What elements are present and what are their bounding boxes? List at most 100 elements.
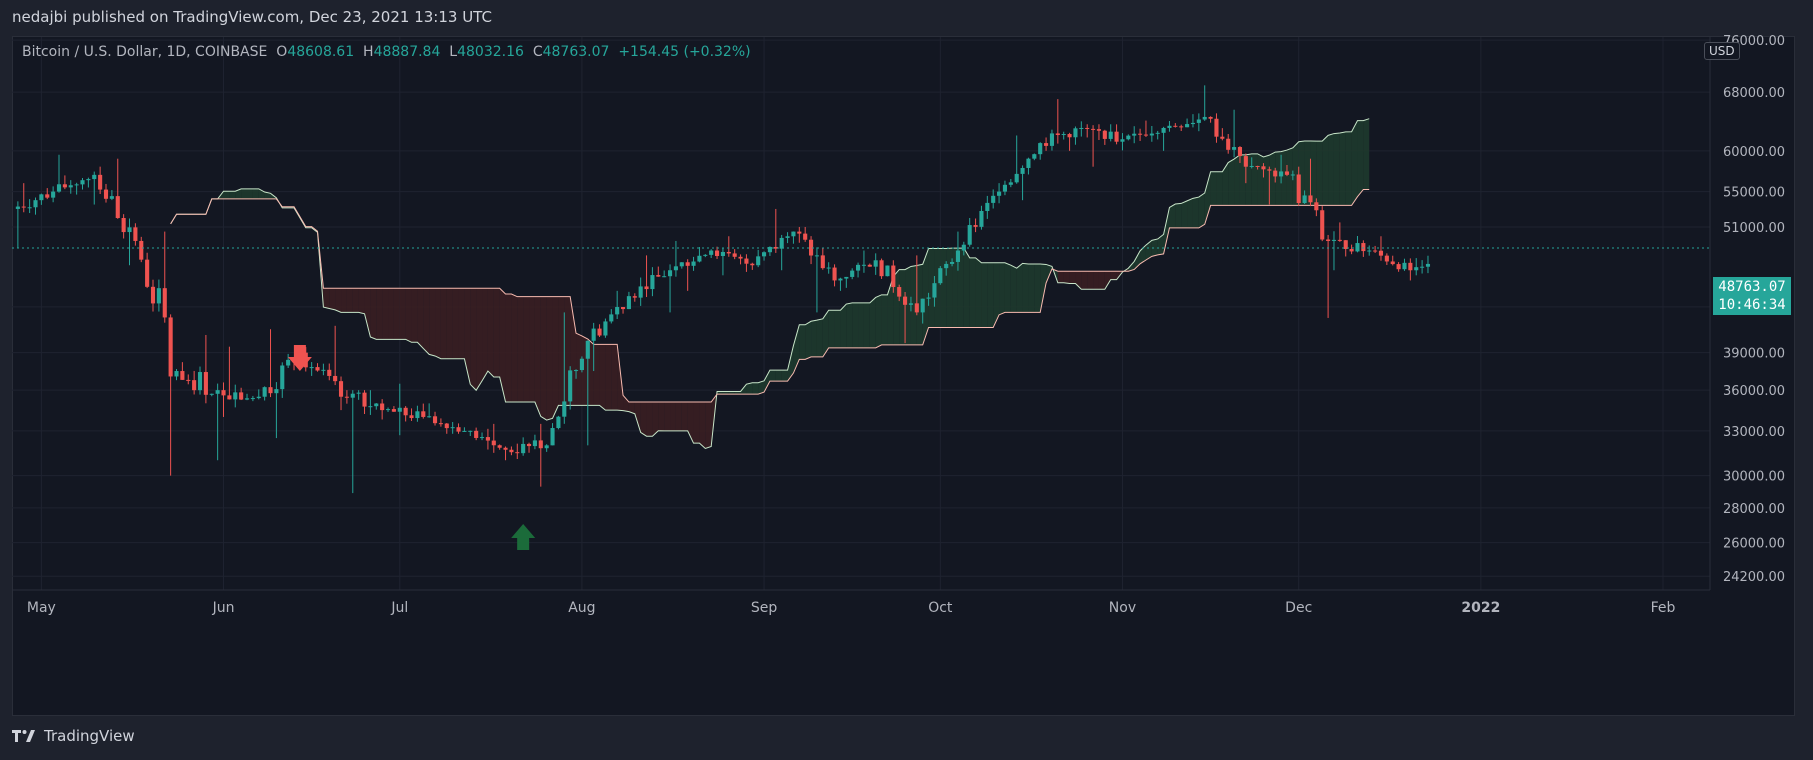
candle-body: [1061, 134, 1066, 136]
candle-body: [327, 369, 332, 376]
cloud-segment: [352, 288, 359, 313]
candle-body: [80, 180, 85, 185]
cloud-segment: [1081, 271, 1088, 290]
candle-body: [562, 401, 567, 417]
candle-body: [333, 375, 338, 382]
cloud-segment: [1157, 234, 1164, 255]
close-label: C: [532, 44, 543, 60]
candle-body: [873, 260, 878, 267]
currency-button[interactable]: USD: [1704, 42, 1740, 60]
candle-body: [1261, 166, 1266, 170]
candle-body: [221, 390, 226, 396]
cloud-segment: [969, 257, 976, 328]
leading-span-a: [170, 118, 1370, 450]
cloud-segment: [252, 188, 259, 199]
candle-body: [885, 265, 890, 277]
candle-body: [1102, 130, 1107, 139]
cloud-segment: [963, 248, 970, 328]
candle-body: [203, 372, 208, 395]
footer-brand[interactable]: TradingView: [12, 727, 135, 745]
candle-body: [932, 283, 937, 298]
candle-body: [1267, 169, 1272, 171]
candle-body: [156, 288, 161, 304]
candle-body: [421, 411, 426, 417]
candle-body: [127, 227, 132, 233]
sell-arrow-icon: [287, 345, 312, 371]
last-price-value: 48763.07: [1718, 279, 1786, 295]
candle-body: [1249, 165, 1254, 167]
candle-body: [691, 261, 696, 266]
candle-body: [938, 268, 943, 284]
cloud-segment: [1333, 133, 1340, 206]
candle-body: [526, 443, 532, 447]
cloud-segment: [346, 288, 353, 313]
candle-body: [1185, 124, 1190, 128]
candle-body: [726, 251, 731, 254]
cloud-segment: [470, 288, 477, 391]
candle-body: [1190, 122, 1196, 125]
cloud-segment: [417, 288, 424, 349]
cloud-segment: [1034, 263, 1041, 313]
candle-body: [756, 256, 761, 266]
candle-body: [550, 428, 555, 446]
candle-body: [174, 371, 179, 377]
cloud-segment: [987, 262, 994, 328]
cloud-segment: [875, 294, 882, 348]
cloud-segment: [634, 402, 641, 433]
candle-body: [750, 263, 755, 266]
candle-body: [1355, 243, 1360, 252]
cloud-segment: [664, 402, 671, 431]
cloud-segment: [834, 310, 841, 348]
candle-body: [1167, 125, 1172, 128]
candle-body: [744, 258, 749, 264]
low-value: 48032.16: [457, 44, 524, 60]
leading-span-b: [170, 188, 1370, 403]
cloud-segment: [805, 321, 812, 360]
candle-body: [233, 392, 238, 400]
y-tick-label: 39000.00: [1723, 347, 1785, 362]
candle-body: [98, 174, 103, 190]
candle-body: [809, 239, 814, 256]
cloud-segment: [999, 262, 1005, 315]
cloud-segment: [1028, 263, 1035, 313]
y-tick-label: 24200.00: [1723, 570, 1785, 585]
cloud-segment: [1339, 131, 1346, 206]
candle-body: [979, 211, 984, 227]
candle-body: [1367, 250, 1372, 252]
candle-body: [280, 365, 285, 390]
cloud-segment: [511, 294, 518, 403]
candle-body: [1378, 250, 1384, 256]
x-tick-label: Feb: [1651, 600, 1676, 616]
candle-body: [62, 184, 67, 188]
chart-panel[interactable]: [12, 36, 1795, 716]
cloud-segment: [1263, 155, 1270, 206]
candle-body: [15, 206, 20, 209]
cloud-segment: [458, 288, 465, 359]
candle-body: [950, 261, 955, 264]
candle-body: [861, 264, 866, 266]
candle-body: [532, 440, 537, 447]
candle-body: [973, 225, 978, 227]
candle-body: [150, 286, 156, 304]
cloud-segment: [223, 191, 230, 199]
candle-body: [844, 276, 849, 279]
candle-body: [391, 409, 396, 412]
cloud-segment: [376, 288, 383, 340]
time-axis: May Jun Jul Aug Sep Oct Nov Dec 2022 Feb: [27, 600, 1676, 616]
y-tick-label: 60000.00: [1723, 145, 1785, 160]
cloud-segment: [1322, 135, 1329, 206]
cloud-segment: [652, 402, 659, 437]
cloud-segment: [1104, 271, 1111, 290]
x-tick-label: Sep: [751, 600, 778, 616]
y-tick-label: 30000.00: [1723, 470, 1785, 485]
cloud-segment: [411, 288, 418, 343]
y-tick-label: 55000.00: [1723, 186, 1785, 201]
candle-body: [74, 184, 79, 186]
cloud-segment: [675, 402, 682, 431]
candle-body: [444, 423, 449, 429]
candle-body: [115, 196, 120, 219]
candle-body: [479, 437, 485, 439]
candle-body: [1331, 239, 1337, 241]
cloud-segment: [335, 288, 342, 313]
